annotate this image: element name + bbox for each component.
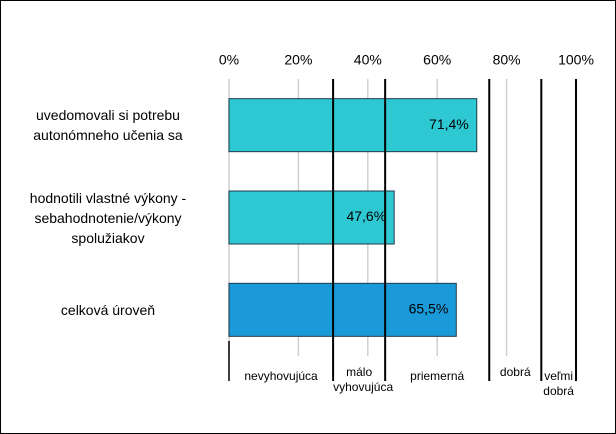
band-label: nevyhovujúca	[244, 369, 318, 383]
bar	[228, 190, 395, 245]
x-tick-label: 80%	[493, 52, 521, 68]
band-label: dobrá	[499, 365, 531, 379]
value-label: 65,5%	[409, 301, 449, 317]
x-tick-label: 100%	[558, 52, 594, 68]
category-label: hodnotili vlastné výkony - sebahodnoteni…	[29, 189, 187, 246]
value-label: 71,4%	[429, 116, 469, 132]
band-label: priemerná	[410, 369, 465, 383]
x-tick-label: 0%	[219, 52, 239, 68]
x-tick-label: 60%	[423, 52, 451, 68]
bar	[228, 282, 457, 337]
value-label: 47,6%	[346, 208, 386, 224]
bar	[228, 98, 478, 153]
category-label: celková úroveň	[60, 301, 156, 318]
band-label: veľmi dobrá	[543, 369, 574, 398]
x-tick-label: 20%	[284, 52, 312, 68]
category-label: uvedomovali si potrebu autonómneho učeni…	[33, 107, 183, 144]
x-tick-label: 40%	[354, 52, 382, 68]
band-label: málo vyhovujúca	[333, 365, 394, 394]
